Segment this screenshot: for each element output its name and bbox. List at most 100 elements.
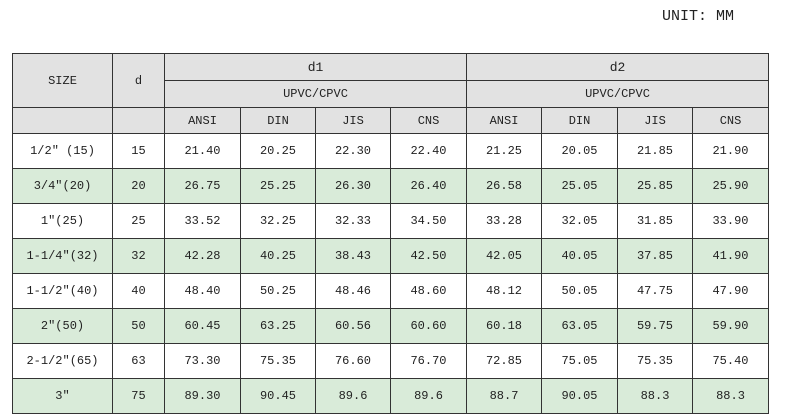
value-cell: 21.40 xyxy=(164,133,241,169)
value-cell: 22.40 xyxy=(390,133,467,169)
header-material-d1: UPVC/CPVC xyxy=(164,80,467,108)
value-cell: 90.05 xyxy=(541,378,618,414)
value-cell: 20.05 xyxy=(541,133,618,169)
header-blank xyxy=(112,107,165,134)
header-standard: JIS xyxy=(315,107,391,134)
value-cell: 88.3 xyxy=(617,378,693,414)
header-standard: CNS xyxy=(692,107,769,134)
header-blank xyxy=(12,107,113,134)
d-cell: 63 xyxy=(112,343,165,379)
value-cell: 26.75 xyxy=(164,168,241,204)
value-cell: 26.40 xyxy=(390,168,467,204)
value-cell: 89.6 xyxy=(390,378,467,414)
value-cell: 47.90 xyxy=(692,273,769,309)
value-cell: 38.43 xyxy=(315,238,391,274)
header-d1: d1 xyxy=(164,53,467,81)
value-cell: 50.05 xyxy=(541,273,618,309)
value-cell: 63.05 xyxy=(541,308,618,344)
d-cell: 40 xyxy=(112,273,165,309)
value-cell: 26.30 xyxy=(315,168,391,204)
table-row: 1/2″ (15) 15 21.40 20.25 22.30 22.40 21.25 20.0… xyxy=(12,133,769,169)
table-row: 3″ 75 89.30 90.45 89.6 89.6 88.7 90.05 88.3 88.3 xyxy=(12,378,769,414)
value-cell: 75.40 xyxy=(692,343,769,379)
size-cell: 2-1/2″(65) xyxy=(12,343,113,379)
size-cell: 3/4″(20) xyxy=(12,168,113,204)
value-cell: 60.60 xyxy=(390,308,467,344)
table-row: 3/4″(20) 20 26.75 25.25 26.30 26.40 26.58 25.05… xyxy=(12,168,769,204)
value-cell: 22.30 xyxy=(315,133,391,169)
value-cell: 59.90 xyxy=(692,308,769,344)
value-cell: 75.05 xyxy=(541,343,618,379)
value-cell: 48.60 xyxy=(390,273,467,309)
value-cell: 42.05 xyxy=(466,238,542,274)
table-row: 1″(25) 25 33.52 32.25 32.33 34.50 33.28 32.05 31… xyxy=(12,203,769,239)
value-cell: 26.58 xyxy=(466,168,542,204)
header-standard: ANSI xyxy=(164,107,241,134)
value-cell: 21.25 xyxy=(466,133,542,169)
header-standard: DIN xyxy=(240,107,316,134)
value-cell: 25.05 xyxy=(541,168,618,204)
value-cell: 48.40 xyxy=(164,273,241,309)
table-row: 1-1/4″(32) 32 42.28 40.25 38.43 42.50 42.05 40.… xyxy=(12,238,769,274)
value-cell: 90.45 xyxy=(240,378,316,414)
value-cell: 42.28 xyxy=(164,238,241,274)
value-cell: 60.56 xyxy=(315,308,391,344)
value-cell: 63.25 xyxy=(240,308,316,344)
d-cell: 20 xyxy=(112,168,165,204)
value-cell: 40.05 xyxy=(541,238,618,274)
value-cell: 40.25 xyxy=(240,238,316,274)
d-cell: 25 xyxy=(112,203,165,239)
size-cell: 3″ xyxy=(12,378,113,414)
value-cell: 33.90 xyxy=(692,203,769,239)
value-cell: 41.90 xyxy=(692,238,769,274)
size-cell: 2″(50) xyxy=(12,308,113,344)
value-cell: 21.90 xyxy=(692,133,769,169)
value-cell: 37.85 xyxy=(617,238,693,274)
value-cell: 60.45 xyxy=(164,308,241,344)
header-material-d2: UPVC/CPVC xyxy=(466,80,769,108)
value-cell: 88.3 xyxy=(692,378,769,414)
unit-label: UNIT: MM xyxy=(662,8,735,25)
value-cell: 47.75 xyxy=(617,273,693,309)
header-d2: d2 xyxy=(466,53,769,81)
value-cell: 89.30 xyxy=(164,378,241,414)
value-cell: 32.25 xyxy=(240,203,316,239)
value-cell: 76.70 xyxy=(390,343,467,379)
size-cell: 1″(25) xyxy=(12,203,113,239)
value-cell: 88.7 xyxy=(466,378,542,414)
header-standard: JIS xyxy=(617,107,693,134)
value-cell: 33.52 xyxy=(164,203,241,239)
value-cell: 25.25 xyxy=(240,168,316,204)
value-cell: 34.50 xyxy=(390,203,467,239)
value-cell: 25.90 xyxy=(692,168,769,204)
size-cell: 1/2″ (15) xyxy=(12,133,113,169)
value-cell: 42.50 xyxy=(390,238,467,274)
value-cell: 25.85 xyxy=(617,168,693,204)
value-cell: 32.05 xyxy=(541,203,618,239)
value-cell: 21.85 xyxy=(617,133,693,169)
header-standard: CNS xyxy=(390,107,467,134)
table-row: 1-1/2″(40) 40 48.40 50.25 48.46 48.60 48.12 50.… xyxy=(12,273,769,309)
value-cell: 48.12 xyxy=(466,273,542,309)
value-cell: 48.46 xyxy=(315,273,391,309)
d-cell: 50 xyxy=(112,308,165,344)
value-cell: 76.60 xyxy=(315,343,391,379)
size-table: SIZE d d1 d2 UPVC/CPVC UPVC/CPVC ANSI DIN… xyxy=(12,53,769,414)
value-cell: 20.25 xyxy=(240,133,316,169)
d-cell: 32 xyxy=(112,238,165,274)
header-standard: ANSI xyxy=(466,107,542,134)
table-row: 2-1/2″(65) 63 73.30 75.35 76.60 76.70 72.85 75.… xyxy=(12,343,769,379)
value-cell: 59.75 xyxy=(617,308,693,344)
header-standard: DIN xyxy=(541,107,618,134)
value-cell: 31.85 xyxy=(617,203,693,239)
value-cell: 33.28 xyxy=(466,203,542,239)
value-cell: 50.25 xyxy=(240,273,316,309)
value-cell: 60.18 xyxy=(466,308,542,344)
value-cell: 75.35 xyxy=(240,343,316,379)
header-size: SIZE xyxy=(12,53,113,108)
size-cell: 1-1/2″(40) xyxy=(12,273,113,309)
value-cell: 32.33 xyxy=(315,203,391,239)
d-cell: 15 xyxy=(112,133,165,169)
value-cell: 89.6 xyxy=(315,378,391,414)
table-row: 2″(50) 50 60.45 63.25 60.56 60.60 60.18 63.05 59… xyxy=(12,308,769,344)
